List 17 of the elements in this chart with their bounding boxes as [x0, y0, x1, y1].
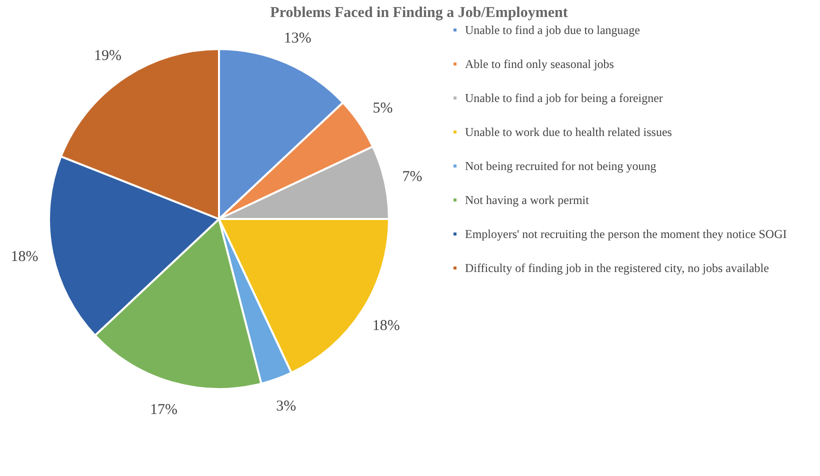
chart-title: Problems Faced in Finding a Job/Employment — [270, 5, 568, 21]
legend-label: Unable to find a job for being a foreigner — [465, 91, 663, 105]
legend-label: Difficulty of finding job in the registered city, no jobs available — [465, 261, 769, 275]
data-label: 7% — [402, 168, 422, 185]
data-label: 13% — [284, 30, 312, 46]
data-label: 19% — [94, 48, 122, 64]
legend-label: Not having a work permit — [465, 193, 590, 207]
legend-label: Unable to find a job due to language — [465, 23, 640, 37]
legend-label: Unable to work due to health related issues — [465, 125, 672, 139]
legend-label: Able to find only seasonal jobs — [465, 57, 614, 71]
data-label: 18% — [10, 249, 38, 266]
data-label: 5% — [372, 100, 393, 117]
data-label: 18% — [372, 318, 400, 334]
legend-label: Not being recruited for not being young — [465, 159, 656, 173]
data-label: 17% — [150, 402, 178, 418]
legend-label: Employers' not recruiting the person the moment they notice SOGI — [465, 227, 787, 241]
data-label: 3% — [276, 398, 296, 414]
